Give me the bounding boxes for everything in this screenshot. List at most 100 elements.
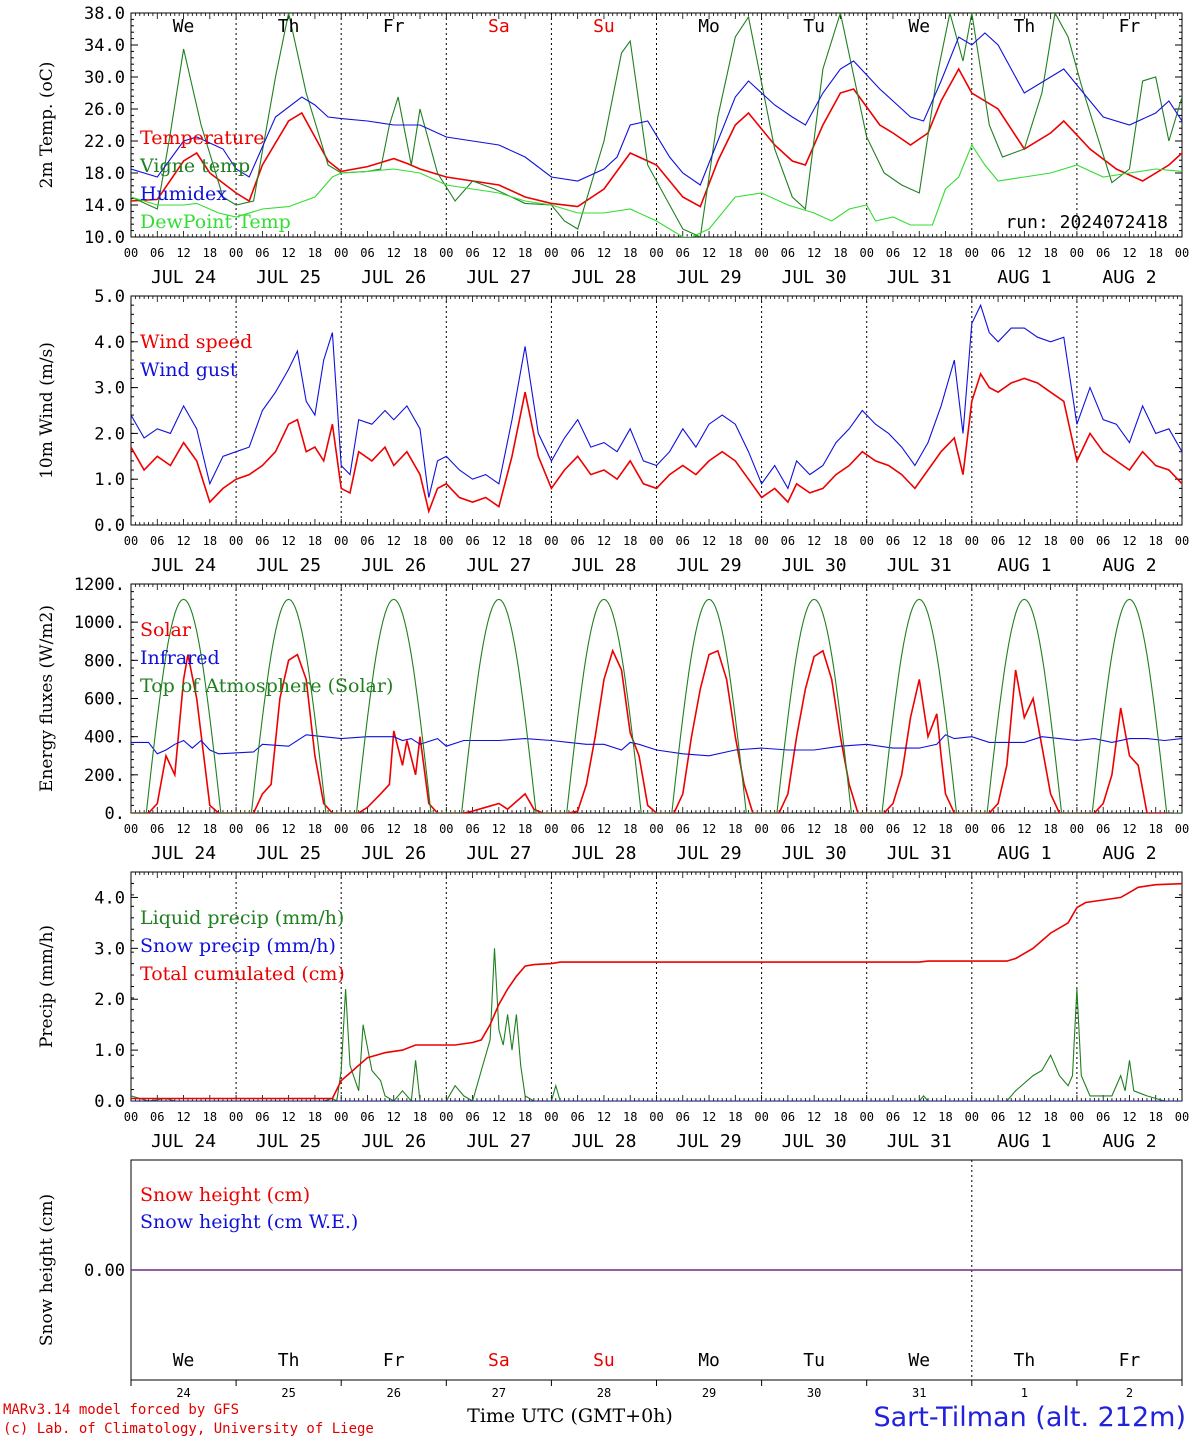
hour-tick-label: 18 <box>728 246 742 260</box>
y-tick-label: 30.0 <box>84 68 125 88</box>
hour-tick-label: 00 <box>124 1110 138 1124</box>
y-tick-label: 34.0 <box>84 36 125 56</box>
hour-tick-label: 06 <box>465 534 479 548</box>
series-line-humidex <box>131 32 1182 186</box>
hour-tick-label: 18 <box>518 1110 532 1124</box>
hour-tick-label: 18 <box>518 822 532 836</box>
date-label: JUL 31 <box>887 1131 952 1152</box>
hour-tick-label: 12 <box>597 534 611 548</box>
hour-tick-label: 18 <box>203 822 217 836</box>
date-label: JUL 26 <box>361 843 426 864</box>
date-label: JUL 29 <box>677 843 742 864</box>
series-group <box>131 598 1182 813</box>
hour-tick-label: 12 <box>281 1110 295 1124</box>
date-label: JUL 24 <box>151 267 216 288</box>
hour-tick-label: 06 <box>1096 246 1110 260</box>
hour-tick-label: 00 <box>859 1110 873 1124</box>
hour-tick-label: 06 <box>886 246 900 260</box>
series-line-wind-speed <box>131 372 1182 515</box>
y-tick-label: 1.0 <box>94 470 125 490</box>
run-annotation: run: 2024072418 <box>1005 212 1168 233</box>
weekday-label-top: Tu <box>803 16 825 37</box>
hour-tick-label: 00 <box>649 246 663 260</box>
hour-tick-label: 12 <box>281 534 295 548</box>
hour-tick-label: 06 <box>150 1110 164 1124</box>
legend-entry: Solar <box>140 619 192 641</box>
hour-tick-label: 18 <box>203 246 217 260</box>
hour-tick-label: 00 <box>1175 1110 1189 1124</box>
legend-entry: Wind gust <box>140 359 238 381</box>
weekday-label-top: Sa <box>488 16 510 37</box>
date-label: AUG 2 <box>1102 555 1156 576</box>
weekday-label: We <box>173 1350 195 1371</box>
hour-tick-label: 00 <box>334 534 348 548</box>
hour-tick-label: 12 <box>1017 822 1031 836</box>
date-label: JUL 30 <box>782 267 847 288</box>
hour-tick-label: 18 <box>623 246 637 260</box>
hour-tick-label: 00 <box>1070 246 1084 260</box>
hour-tick-label: 12 <box>807 246 821 260</box>
hour-tick-label: 06 <box>1096 822 1110 836</box>
series-line-solar <box>131 648 1174 813</box>
hour-tick-label: 18 <box>1148 822 1162 836</box>
series-line-wind-gust <box>131 303 1182 498</box>
day-number-label: 30 <box>807 1386 821 1400</box>
hour-tick-label: 00 <box>754 246 768 260</box>
hour-tick-label: 18 <box>728 1110 742 1124</box>
hour-tick-label: 06 <box>255 534 269 548</box>
hour-tick-label: 18 <box>833 822 847 836</box>
hour-tick-label: 18 <box>1043 246 1057 260</box>
hour-tick-label: 18 <box>1148 1110 1162 1124</box>
y-tick-label: 0. <box>105 804 125 824</box>
hour-tick-label: 12 <box>492 822 506 836</box>
day-number-label: 2 <box>1126 1386 1133 1400</box>
hour-tick-label: 18 <box>938 1110 952 1124</box>
date-label: AUG 2 <box>1102 267 1156 288</box>
hour-tick-label: 06 <box>781 534 795 548</box>
date-label: AUG 1 <box>997 555 1051 576</box>
hour-tick-label: 06 <box>991 822 1005 836</box>
hour-tick-label: 00 <box>754 1110 768 1124</box>
date-label: JUL 31 <box>887 843 952 864</box>
hour-tick-label: 12 <box>1122 534 1136 548</box>
hour-tick-label: 18 <box>518 534 532 548</box>
hour-tick-label: 12 <box>807 822 821 836</box>
date-label: JUL 24 <box>151 555 216 576</box>
hour-tick-label: 18 <box>308 1110 322 1124</box>
hour-tick-label: 12 <box>387 1110 401 1124</box>
weekday-label-top: Mo <box>698 16 720 37</box>
hour-tick-label: 00 <box>439 1110 453 1124</box>
date-label: AUG 2 <box>1102 1131 1156 1152</box>
weekday-label-top: We <box>908 16 930 37</box>
hour-tick-label: 18 <box>203 1110 217 1124</box>
hour-tick-label: 06 <box>781 246 795 260</box>
date-label: JUL 25 <box>256 267 321 288</box>
y-tick-label: 0.0 <box>94 516 125 536</box>
hour-tick-label: 06 <box>886 534 900 548</box>
hour-tick-label: 00 <box>124 822 138 836</box>
date-label: JUL 28 <box>571 843 636 864</box>
hour-tick-label: 06 <box>360 822 374 836</box>
y-tick-label: 3.0 <box>94 379 125 399</box>
date-label: JUL 30 <box>782 1131 847 1152</box>
y-tick-label: 2.0 <box>94 424 125 444</box>
hour-tick-label: 12 <box>387 534 401 548</box>
weekday-label-top: We <box>173 16 195 37</box>
hour-tick-label: 12 <box>387 822 401 836</box>
hour-tick-label: 18 <box>623 1110 637 1124</box>
y-tick-label: 22.0 <box>84 132 125 152</box>
date-label: AUG 1 <box>997 843 1051 864</box>
hour-tick-label: 00 <box>334 1110 348 1124</box>
hour-tick-label: 06 <box>1096 1110 1110 1124</box>
hour-tick-label: 00 <box>229 822 243 836</box>
y-tick-label: 1.0 <box>94 1041 125 1061</box>
day-number-label: 26 <box>387 1386 401 1400</box>
hour-tick-label: 12 <box>807 534 821 548</box>
hour-tick-label: 00 <box>1175 534 1189 548</box>
hour-tick-label: 00 <box>439 246 453 260</box>
date-label: JUL 25 <box>256 1131 321 1152</box>
hour-tick-label: 06 <box>676 534 690 548</box>
date-label: JUL 26 <box>361 1131 426 1152</box>
y-tick-label: 0.00 <box>84 1261 125 1281</box>
hour-tick-label: 18 <box>833 534 847 548</box>
